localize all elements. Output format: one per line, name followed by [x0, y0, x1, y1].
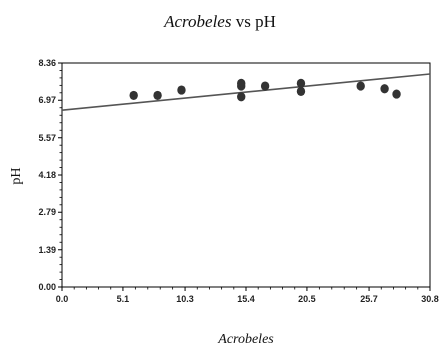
- y-tick-label: 6.97: [38, 95, 56, 105]
- data-point: [296, 78, 306, 88]
- x-tick-label: 30.8: [421, 294, 439, 304]
- y-tick-label: 0.00: [38, 282, 56, 292]
- x-tick-label: 15.4: [237, 294, 255, 304]
- plot-frame: [61, 62, 431, 288]
- y-axis-label: pH: [9, 167, 24, 184]
- fit-line: [61, 73, 431, 111]
- chart-title-italic: Acrobeles: [163, 12, 232, 31]
- y-tick-label: 2.79: [38, 207, 56, 217]
- x-tick-label: 5.1: [117, 294, 130, 304]
- x-axis-label: Acrobeles: [217, 332, 274, 347]
- x-tick-label: 0.0: [56, 294, 69, 304]
- data-point: [237, 81, 246, 91]
- data-point: [392, 89, 401, 99]
- data-point: [237, 92, 246, 102]
- data-point: [296, 86, 306, 97]
- chart-title-rest: vs pH: [231, 12, 275, 31]
- data-point: [356, 81, 365, 91]
- y-tick-label: 4.18: [38, 170, 56, 180]
- plot-area: 0.0 5.1 10.3 15.4 20.5 25.7 30.8 0.00 1.39 2.79 4.…: [38, 58, 438, 304]
- y-tick-label: 5.57: [38, 133, 56, 143]
- chart-title: Acrobeles vs pH: [163, 12, 276, 31]
- x-tick-label: 25.7: [360, 294, 378, 304]
- y-tick-label: 1.39: [38, 245, 56, 255]
- data-point: [177, 85, 186, 95]
- x-tick-label: 20.5: [298, 294, 316, 304]
- data-point: [260, 81, 270, 91]
- data-point: [129, 90, 138, 101]
- y-tick-label: 8.36: [38, 58, 56, 68]
- data-point: [380, 84, 389, 94]
- data-point: [153, 90, 162, 101]
- x-tick-label: 10.3: [176, 294, 194, 304]
